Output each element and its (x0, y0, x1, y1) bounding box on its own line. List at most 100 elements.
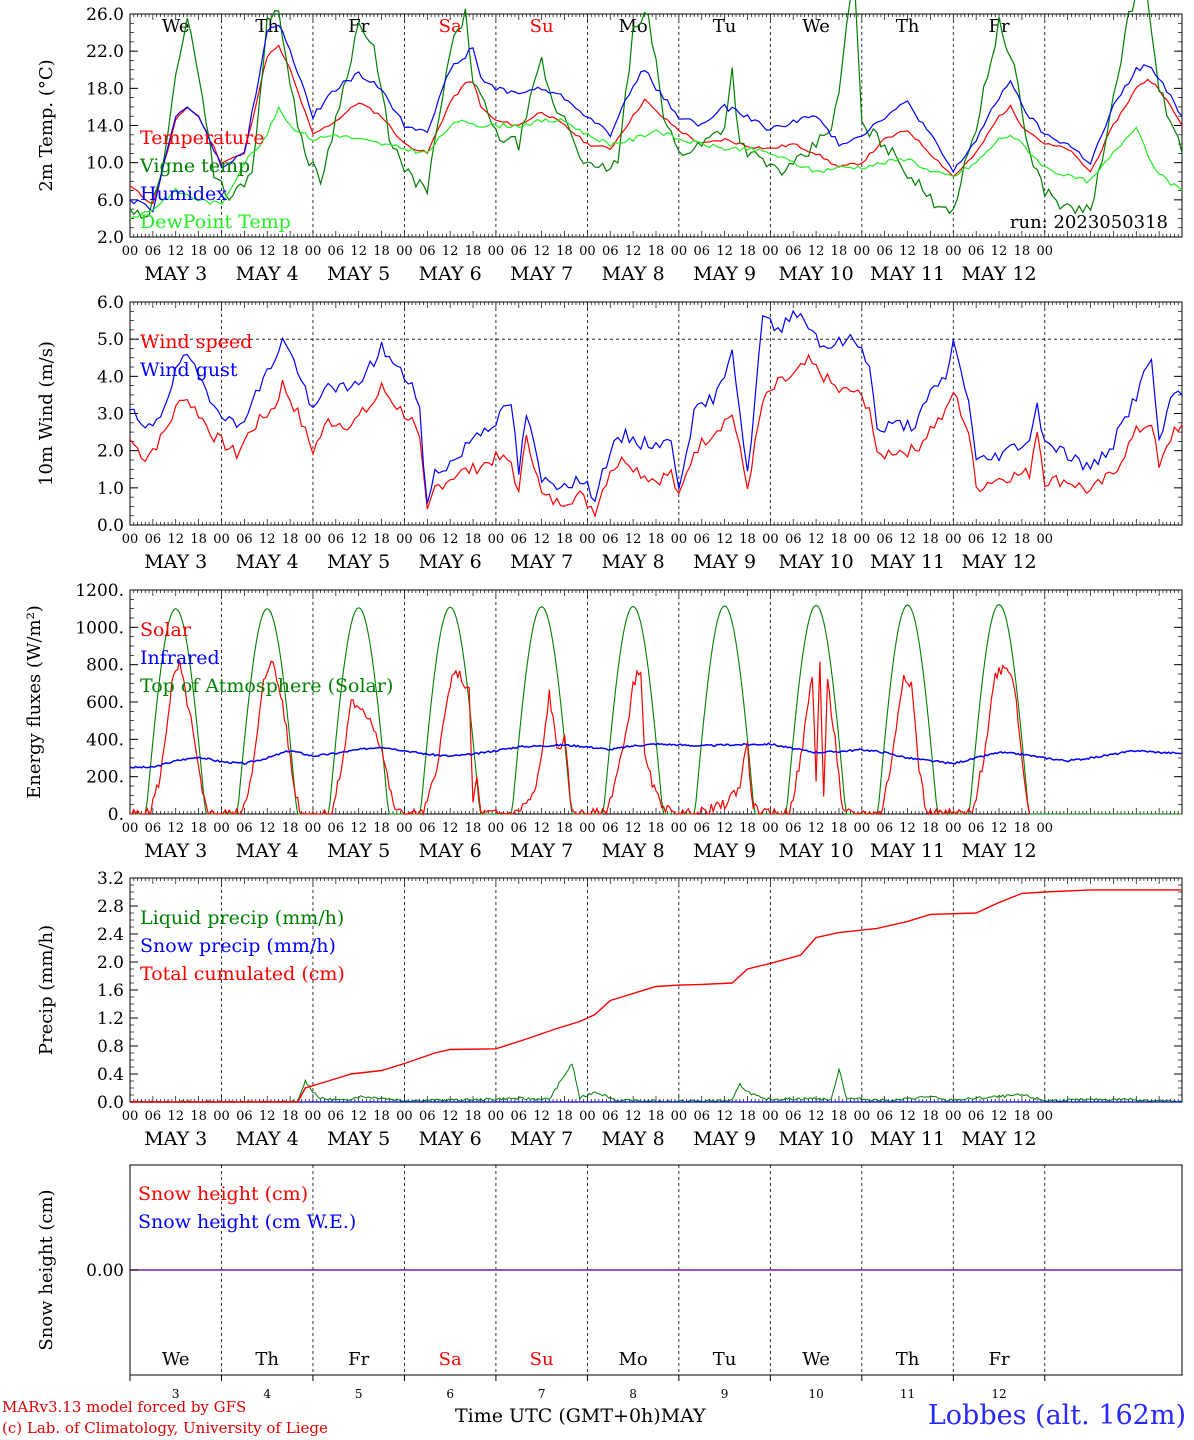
y-axis-title: Precip (mm/h) (36, 925, 57, 1055)
x-hour-label: 12 (625, 244, 642, 259)
x-hour-label: 18 (648, 244, 665, 259)
x-date-label: MAY 5 (327, 840, 390, 862)
x-hour-label: 12 (991, 821, 1008, 836)
x-hour-label: 06 (876, 244, 893, 259)
day-number: 10 (808, 1387, 823, 1401)
x-hour-label: 00 (579, 821, 596, 836)
x-hour-label: 12 (625, 1109, 642, 1124)
weekday-label: Su (530, 1349, 554, 1370)
x-hour-label: 12 (259, 244, 276, 259)
x-hour-label: 12 (808, 532, 825, 547)
x-date-label: MAY 4 (236, 551, 299, 573)
y-tick-label: 6.0 (97, 191, 124, 211)
x-hour-label: 12 (716, 1109, 733, 1124)
x-hour-label: 00 (762, 821, 779, 836)
x-date-label: MAY 3 (144, 263, 207, 285)
lab-credit: (c) Lab. of Climatology, University of L… (2, 1419, 328, 1437)
x-hour-label: 12 (259, 1109, 276, 1124)
x-hour-label: 12 (442, 532, 459, 547)
y-tick-label: 6.0 (97, 293, 124, 313)
x-hour-label: 12 (350, 821, 367, 836)
day-number: 8 (629, 1387, 637, 1401)
weekday-label: Mo (618, 1349, 647, 1370)
y-tick-label: 2.0 (97, 953, 124, 973)
x-hour-label: 00 (122, 821, 139, 836)
y-tick-label: 1.2 (97, 1009, 124, 1029)
weekday-label: Th (255, 1349, 279, 1370)
x-date-label: MAY 11 (870, 263, 945, 285)
x-hour-label: 06 (511, 1109, 528, 1124)
x-date-label: MAY 7 (510, 1128, 573, 1150)
x-hour-label: 12 (716, 821, 733, 836)
x-hour-label: 12 (350, 532, 367, 547)
x-hour-label: 06 (785, 244, 802, 259)
weekday-label: Tu (713, 16, 737, 37)
y-tick-label: 0.00 (86, 1261, 124, 1281)
x-hour-label: 00 (1037, 532, 1054, 547)
y-tick-label: 0.0 (97, 1093, 124, 1113)
day-number: 6 (446, 1387, 454, 1401)
x-hour-label: 12 (167, 244, 184, 259)
weekday-label: Sa (439, 1349, 462, 1370)
x-hour-label: 00 (488, 244, 505, 259)
x-hour-label: 12 (808, 244, 825, 259)
legend-entry: Liquid precip (mm/h) (140, 907, 344, 929)
x-hour-label: 18 (373, 244, 390, 259)
x-hour-label: 00 (579, 1109, 596, 1124)
x-date-label: MAY 6 (419, 263, 482, 285)
x-hour-label: 12 (442, 1109, 459, 1124)
x-hour-label: 00 (854, 244, 871, 259)
x-hour-label: 06 (876, 1109, 893, 1124)
y-tick-label: 1200. (75, 581, 124, 601)
y-tick-label: 800. (86, 656, 124, 676)
x-hour-label: 00 (671, 532, 688, 547)
x-date-label: MAY 7 (510, 840, 573, 862)
x-hour-label: 12 (167, 532, 184, 547)
x-date-label: MAY 4 (236, 840, 299, 862)
x-hour-label: 18 (465, 532, 482, 547)
x-date-label: MAY 10 (779, 263, 854, 285)
x-hour-label: 18 (648, 821, 665, 836)
x-hour-label: 00 (488, 532, 505, 547)
x-hour-label: 12 (991, 532, 1008, 547)
weekday-label: We (802, 1349, 830, 1370)
x-hour-label: 00 (762, 532, 779, 547)
x-date-label: MAY 3 (144, 551, 207, 573)
x-hour-label: 12 (625, 821, 642, 836)
x-hour-label: 06 (968, 821, 985, 836)
y-tick-label: 2.0 (97, 442, 124, 462)
x-hour-label: 00 (305, 1109, 322, 1124)
x-hour-label: 06 (328, 244, 345, 259)
x-date-label: MAY 6 (419, 551, 482, 573)
y-tick-label: 3.0 (97, 405, 124, 425)
weekday-label: Su (530, 16, 554, 37)
day-number: 11 (900, 1387, 915, 1401)
weekday-label: Th (255, 16, 279, 37)
x-date-label: MAY 8 (602, 551, 665, 573)
y-tick-label: 400. (86, 730, 124, 750)
y-tick-label: 0.0 (97, 516, 124, 536)
x-hour-label: 00 (671, 1109, 688, 1124)
weekday-label: We (802, 16, 830, 37)
y-tick-label: 200. (86, 768, 124, 788)
solar-line (130, 660, 1031, 817)
y-tick-label: 2.8 (97, 897, 124, 917)
y-tick-label: 18.0 (86, 79, 124, 99)
x-hour-label: 06 (693, 821, 710, 836)
x-hour-label: 00 (671, 821, 688, 836)
day-number: 9 (721, 1387, 729, 1401)
x-hour-label: 06 (785, 1109, 802, 1124)
y-tick-label: 0.4 (97, 1065, 124, 1085)
x-hour-label: 18 (739, 532, 756, 547)
weekday-label: Fr (988, 1349, 1009, 1370)
x-hour-label: 18 (556, 532, 573, 547)
run-label: run: 2023050318 (1010, 212, 1168, 233)
legend-entry: Vigne temp (139, 155, 250, 177)
x-date-label: MAY 8 (602, 840, 665, 862)
x-hour-label: 06 (968, 244, 985, 259)
x-hour-label: 18 (831, 821, 848, 836)
day-number: 7 (538, 1387, 546, 1401)
x-hour-label: 00 (122, 532, 139, 547)
x-hour-label: 18 (190, 821, 207, 836)
x-hour-label: 18 (465, 1109, 482, 1124)
